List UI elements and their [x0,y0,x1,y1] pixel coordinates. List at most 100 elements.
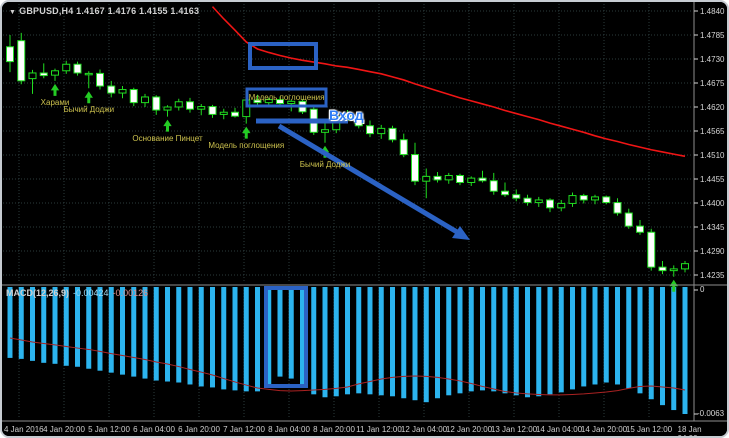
candle-body [84,72,93,76]
candle-body [231,111,239,117]
candle-body [186,101,194,110]
highlight-rect-macd [264,286,308,388]
macd-bar [176,287,182,383]
macd-bar [480,287,485,391]
macd-bar [525,287,530,398]
macd-bar [142,287,148,379]
macd-bar [243,287,249,392]
candle-body [399,139,408,156]
macd-bar [603,287,609,383]
macd-bar [502,287,508,394]
candle-body [433,175,442,181]
candle-body [681,263,689,270]
candle-body [39,72,48,77]
macd-bar [345,287,350,395]
candle-body [96,72,104,87]
macd-bar [356,287,362,394]
macd-bar [288,287,294,379]
candle-body [647,231,656,268]
candle-body [568,195,577,204]
macd-bar [277,287,283,377]
candle-body [411,154,419,182]
candle-body [624,212,633,227]
candle-body [253,99,262,104]
macd-bar [153,287,159,381]
candle-body [264,99,273,104]
candle-body [197,106,206,110]
candle-body [613,202,622,214]
macd-bar [626,287,632,389]
candle-body [388,127,397,141]
macd-bar [592,287,598,385]
macd-bar [390,287,395,397]
candle-body [129,89,138,104]
bullish-pattern-arrow [669,279,678,292]
highlight-rect-engulfing-label [245,87,328,108]
macd-bar [435,287,440,399]
macd-bar [513,287,519,396]
macd-bar [187,287,193,385]
candle-body [354,119,363,127]
trend-arrow-shaft [277,123,459,235]
macd-bar [41,287,47,363]
macd-bar [63,287,69,366]
candle-body [501,190,509,196]
candle-body [174,101,183,108]
macd-bar [378,287,384,396]
macd-bar [333,287,339,397]
candle-body [6,46,14,63]
candle-body [579,195,588,201]
macd-bar [536,287,542,397]
macd-bar [682,287,688,414]
candle-body [422,175,431,182]
macd-bar [86,287,92,369]
macd-bar [120,287,125,375]
macd-bar [232,287,238,391]
candle-body [287,100,296,105]
macd-bar [581,287,587,387]
macd-bar [412,287,418,401]
macd-bar [457,287,463,394]
macd-bar [637,287,643,394]
candle-body [208,106,217,115]
macd-bar [660,287,665,406]
macd-bar [671,287,677,411]
macd-bar [648,287,654,400]
ma-line [211,6,686,158]
candle-body [366,125,374,135]
candle-body [118,89,127,94]
candle-body [658,266,667,272]
macd-bar [198,287,204,387]
candle-body [276,99,284,105]
candle-body [163,106,172,111]
candle-body [17,40,26,82]
macd-bar [300,287,305,387]
macd-bar [367,287,373,395]
macd-bar [75,287,80,367]
bullish-pattern-arrow [84,91,93,104]
candle-body [456,175,464,183]
macd-bar [570,287,575,390]
candle-body [478,177,487,182]
macd-bar [491,287,497,392]
candle-body [219,111,228,115]
candle-body [512,194,521,199]
macd-bar [18,287,24,359]
macd-bar [401,287,407,399]
macd-bar [547,287,553,395]
candle-body [602,196,611,204]
macd-bar [165,287,170,382]
macd-bar [446,287,452,396]
bullish-pattern-arrow [50,83,60,96]
candle-body [489,180,498,192]
macd-bar [558,287,564,393]
bullish-pattern-arrow [242,126,251,139]
macd-bar [52,287,58,364]
candle-body [377,127,386,135]
candle-body [557,202,566,209]
macd-bar [221,287,227,390]
candle-body [141,96,149,104]
macd-bar [615,287,620,385]
